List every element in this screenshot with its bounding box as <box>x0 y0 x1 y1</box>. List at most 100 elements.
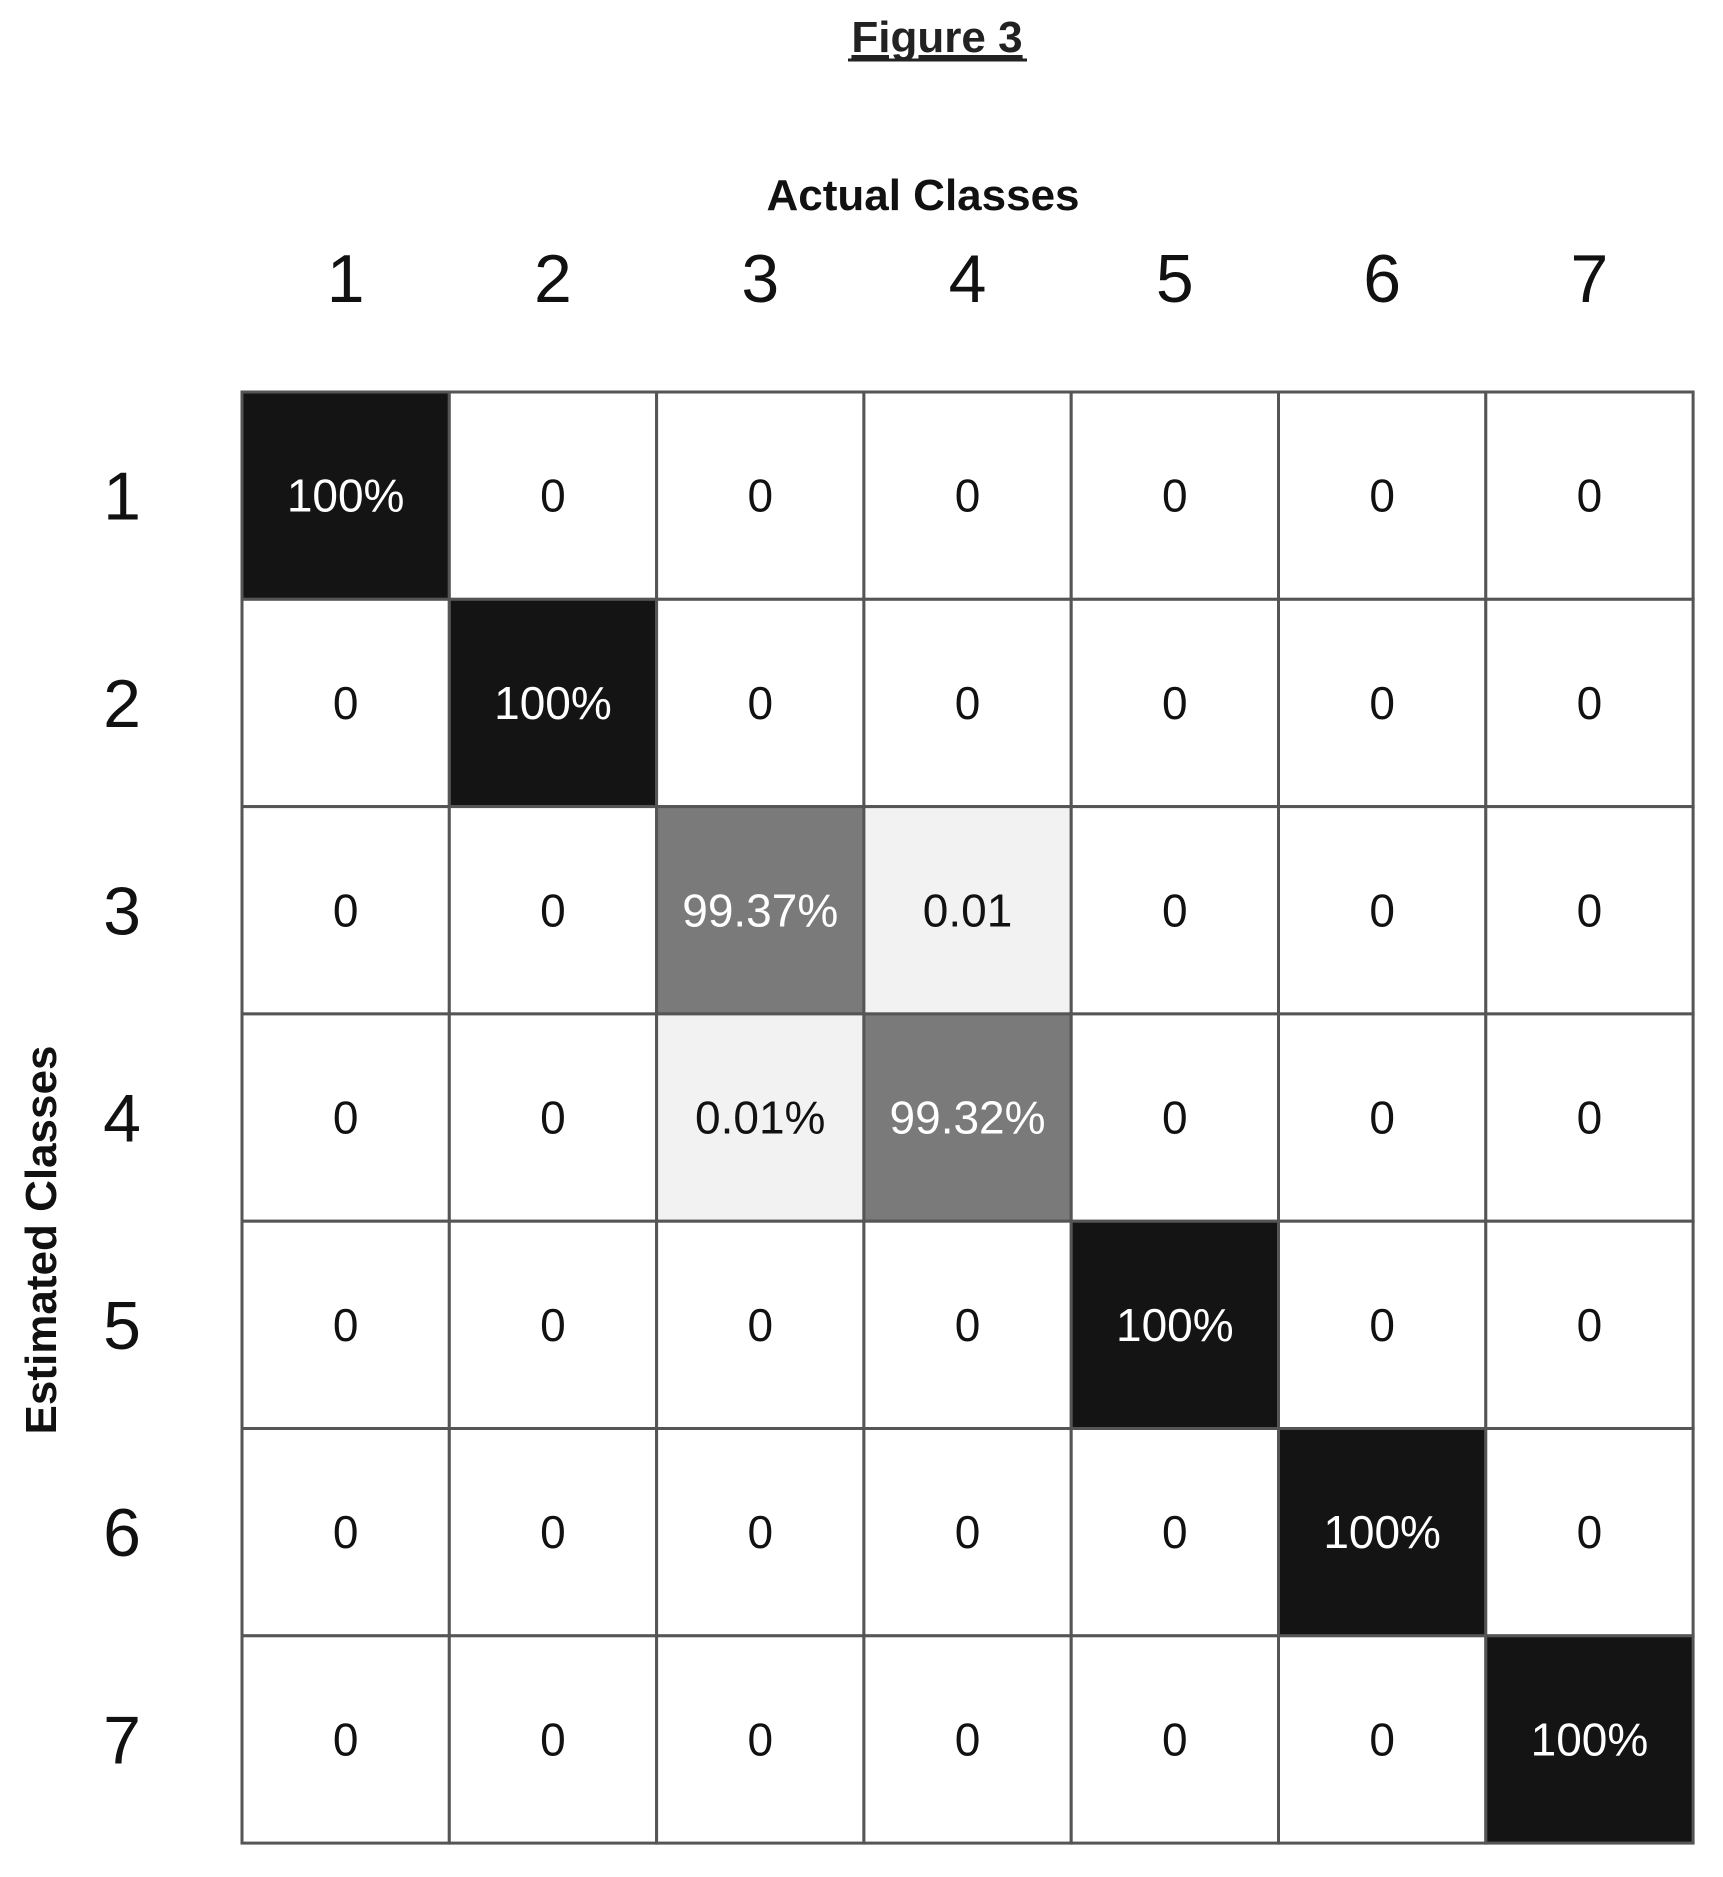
cell-value-label: 99.37% <box>682 884 838 936</box>
matrix-cell <box>1484 1012 1695 1223</box>
x-tick-label: 3 <box>741 241 779 317</box>
matrix-cell <box>1069 805 1280 1016</box>
cell-value-label: 0 <box>333 884 359 936</box>
matrix-cell <box>240 1219 451 1430</box>
cell-value-label: 0 <box>747 1506 773 1558</box>
cell-value-label: 0 <box>955 1506 981 1558</box>
cell-value-label: 0 <box>1369 470 1395 522</box>
cell-value-label: 0 <box>1369 1092 1395 1144</box>
cell-value-label: 100% <box>1323 1506 1441 1558</box>
cell-value-label: 0 <box>1577 1299 1603 1351</box>
matrix-cell <box>447 1012 659 1223</box>
cell-value-label: 0 <box>540 1092 566 1144</box>
matrix-cells: 100% 0 0 0 0 0 0 0 100% 0 0 0 0 0 0 0 99.37% 0.01 0 0 0 0 0 0.0… <box>240 390 1695 1845</box>
cell-value-label: 0 <box>1577 470 1603 522</box>
y-axis-title: Estimated Classes <box>17 1046 66 1435</box>
y-tick-label: 6 <box>103 1495 141 1571</box>
y-tick-labels: 1 2 3 4 5 6 7 <box>103 459 141 1779</box>
cell-value-label: 100% <box>1531 1713 1649 1765</box>
cell-value-label: 0 <box>747 1713 773 1765</box>
x-tick-label: 4 <box>949 241 987 317</box>
matrix-cell <box>862 805 1073 1016</box>
x-tick-label: 6 <box>1363 241 1401 317</box>
matrix-cell <box>1277 1219 1488 1430</box>
cell-value-label: 0 <box>540 1713 566 1765</box>
cell-value-label: 0 <box>540 1506 566 1558</box>
cell-value-label: 0 <box>1369 1713 1395 1765</box>
cell-value-label: 0 <box>540 1299 566 1351</box>
x-axis-title: Actual Classes <box>766 171 1079 220</box>
matrix-cell <box>655 1012 866 1223</box>
cell-value-label: 0 <box>333 1713 359 1765</box>
matrix-cell <box>1277 597 1488 809</box>
matrix-cell <box>447 597 659 809</box>
cell-value-label: 0 <box>1162 1092 1188 1144</box>
cell-value-label: 0 <box>955 470 981 522</box>
cell-value-label: 0.01 <box>923 884 1013 936</box>
matrix-cell <box>1069 1012 1280 1223</box>
cell-value-label: 0 <box>955 677 981 729</box>
cell-value-label: 0 <box>1369 677 1395 729</box>
cell-value-label: 0.01% <box>695 1092 825 1144</box>
x-tick-label: 5 <box>1156 241 1194 317</box>
y-tick-label: 7 <box>103 1702 141 1778</box>
matrix-cell <box>1484 1427 1695 1638</box>
cell-value-label: 0 <box>540 884 566 936</box>
matrix-cell <box>1069 1219 1280 1430</box>
y-tick-label: 5 <box>103 1288 141 1364</box>
figure-label: Figure 3 <box>851 13 1022 62</box>
cell-value-label: 0 <box>1162 884 1188 936</box>
matrix-cell <box>1277 1012 1488 1223</box>
matrix-cell <box>1069 597 1280 809</box>
cell-value-label: 0 <box>333 677 359 729</box>
cell-value-label: 0 <box>1369 884 1395 936</box>
matrix-cell <box>1277 390 1488 601</box>
cell-value-label: 100% <box>1116 1299 1234 1351</box>
matrix-cell <box>862 597 1073 809</box>
x-tick-label: 2 <box>534 241 572 317</box>
cell-value-label: 0 <box>1369 1299 1395 1351</box>
x-tick-label: 1 <box>327 241 365 317</box>
y-tick-label: 3 <box>103 873 141 949</box>
cell-value-label: 0 <box>333 1299 359 1351</box>
matrix-cell <box>447 1219 659 1430</box>
cell-value-label: 0 <box>1162 1506 1188 1558</box>
matrix-cell <box>862 1012 1073 1223</box>
matrix-cell <box>655 1427 866 1638</box>
x-tick-labels: 1 2 3 4 5 6 7 <box>327 241 1609 317</box>
cell-value-label: 0 <box>1577 1506 1603 1558</box>
cell-value-label: 0 <box>1162 470 1188 522</box>
matrix-cell <box>447 1427 659 1638</box>
matrix-cell <box>1484 1634 1695 1845</box>
cell-value-label: 0 <box>1577 884 1603 936</box>
cell-value-label: 0 <box>955 1713 981 1765</box>
matrix-cell <box>447 390 659 601</box>
matrix-cell <box>1484 597 1695 809</box>
cell-value-label: 0 <box>1577 677 1603 729</box>
cell-value-label: 0 <box>747 1299 773 1351</box>
y-tick-label: 4 <box>103 1081 141 1157</box>
matrix-cell <box>655 597 866 809</box>
cell-value-label: 0 <box>1162 1713 1188 1765</box>
cell-value-label: 0 <box>747 470 773 522</box>
cell-value-label: 0 <box>333 1506 359 1558</box>
matrix-cell <box>1484 1219 1695 1430</box>
cell-value-label: 0 <box>540 470 566 522</box>
cell-value-label: 0 <box>1162 677 1188 729</box>
cell-value-label: 0 <box>1577 1092 1603 1144</box>
x-tick-label: 7 <box>1571 241 1609 317</box>
matrix-cell <box>862 1219 1073 1430</box>
cell-value-label: 0 <box>747 677 773 729</box>
cell-value-label: 100% <box>494 677 612 729</box>
matrix-cell <box>240 1427 451 1638</box>
cell-value-label: 100% <box>287 470 405 522</box>
matrix-cell <box>655 1219 866 1430</box>
y-tick-label: 1 <box>103 459 141 535</box>
matrix-cell <box>1277 1634 1488 1845</box>
cell-value-label: 0 <box>333 1092 359 1144</box>
cell-value-label: 99.32% <box>890 1092 1046 1144</box>
matrix-cell <box>240 805 451 1016</box>
matrix-cell <box>1484 390 1695 601</box>
